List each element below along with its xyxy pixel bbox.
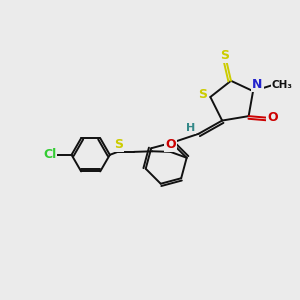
Text: Cl: Cl (43, 148, 56, 161)
Text: H: H (186, 123, 195, 133)
Text: S: S (114, 138, 123, 151)
Text: O: O (268, 111, 278, 124)
Text: S: S (199, 88, 208, 100)
Text: CH₃: CH₃ (272, 80, 293, 90)
Text: S: S (220, 49, 230, 62)
Text: N: N (252, 78, 263, 91)
Text: O: O (165, 138, 176, 151)
